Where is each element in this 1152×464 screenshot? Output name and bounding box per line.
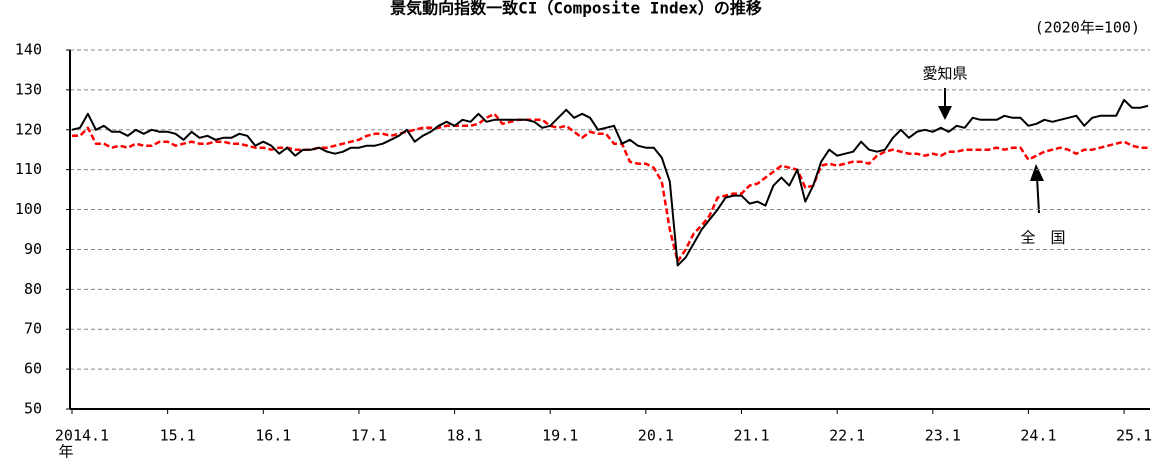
annotation-arrow: [1036, 176, 1040, 214]
y-tick-label: 140: [15, 41, 42, 59]
series-line: [72, 112, 1148, 263]
annotation-arrowhead: [1030, 164, 1044, 181]
x-tick-label: 15.1: [160, 427, 196, 445]
x-tick-label: 20.1: [638, 427, 674, 445]
annotation: 愛知県: [922, 65, 967, 83]
y-tick-label: 80: [24, 280, 42, 298]
x-tick-label: 17.1: [351, 427, 387, 445]
y-tick-label: 130: [15, 80, 42, 98]
x-tick-label: 25.1: [1116, 427, 1152, 445]
annotation: 全 国: [1020, 229, 1065, 247]
series-line: [71, 98, 1149, 267]
y-tick-label: 110: [15, 160, 42, 178]
y-tick-label: 90: [24, 240, 42, 258]
x-tick-label: 16.1: [255, 427, 291, 445]
x-tick-label: 21.1: [733, 427, 769, 445]
chart-title: 景気動向指数一致CI（Composite Index）の推移: [390, 0, 762, 18]
x-axis-unit: 年: [58, 443, 73, 461]
annotation-arrowhead: [938, 106, 952, 120]
x-tick-label: 22.1: [829, 427, 865, 445]
x-tick-label: 2014.1: [55, 427, 109, 445]
y-tick-label: 50: [24, 400, 42, 418]
x-tick-label: 23.1: [925, 427, 961, 445]
x-tick-label: 19.1: [542, 427, 578, 445]
y-tick-label: 70: [24, 320, 42, 338]
y-tick-label: 60: [24, 360, 42, 378]
x-tick-label: 18.1: [447, 427, 483, 445]
y-tick-label: 120: [15, 120, 42, 138]
y-tick-label: 100: [15, 200, 42, 218]
x-tick-label: 24.1: [1020, 427, 1056, 445]
chart-subtitle: (2020年=100): [1035, 19, 1140, 37]
